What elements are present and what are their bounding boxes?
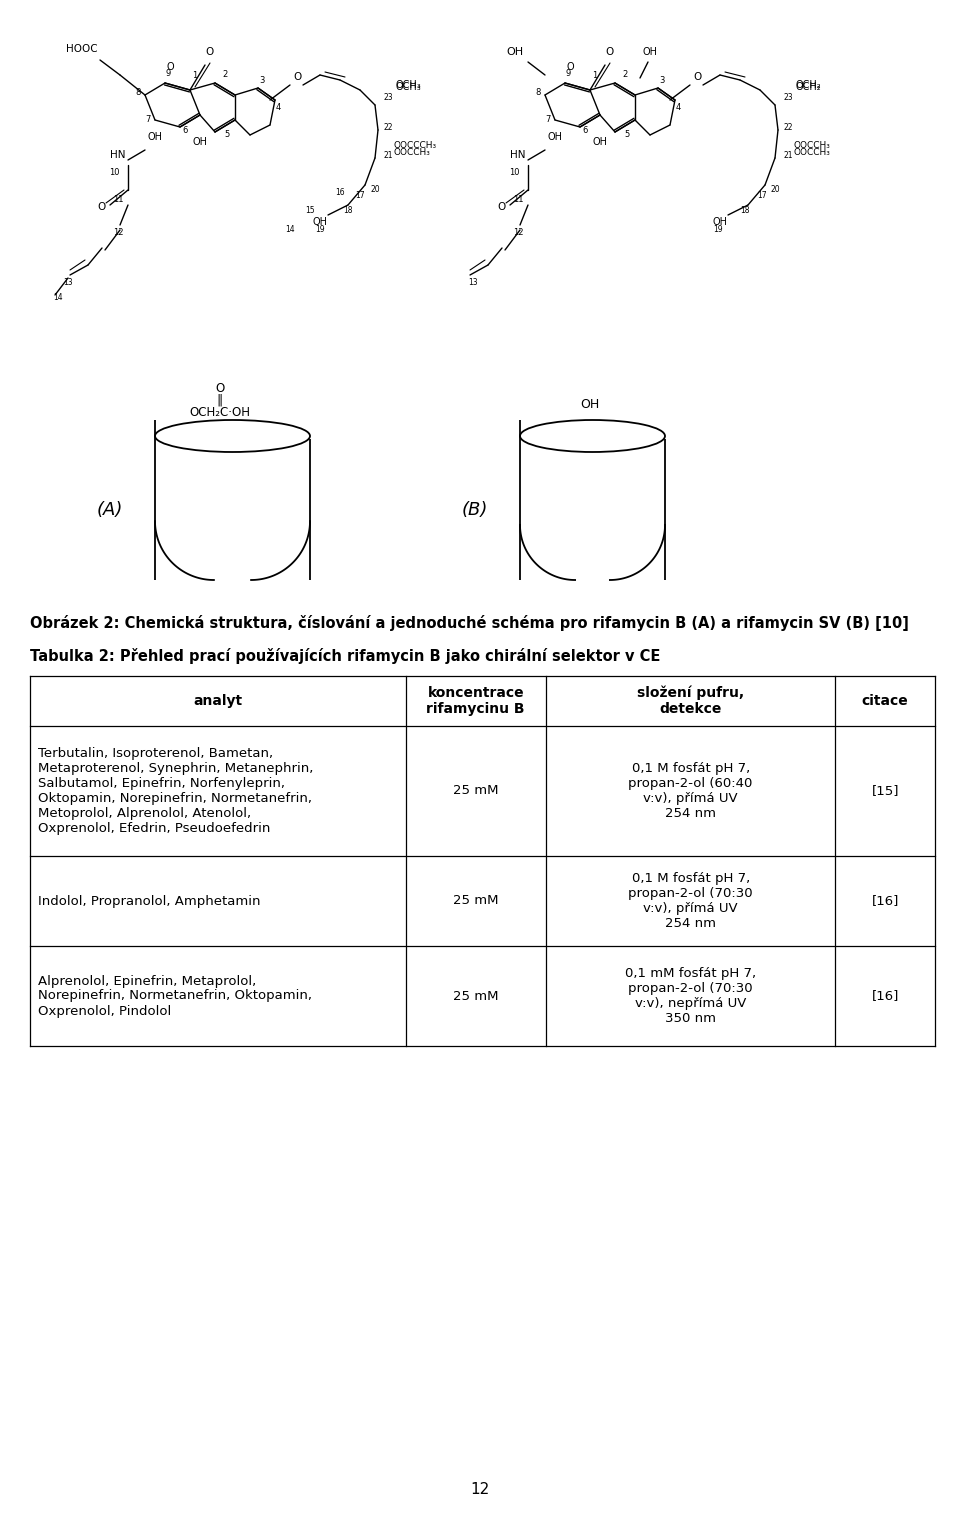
Text: 1: 1 xyxy=(192,71,198,80)
Text: OCH₂C·OH: OCH₂C·OH xyxy=(189,407,251,419)
Text: O: O xyxy=(215,382,225,394)
Text: 21: 21 xyxy=(383,150,393,160)
Text: OH: OH xyxy=(507,48,523,57)
Text: 18: 18 xyxy=(344,206,352,215)
Text: 6: 6 xyxy=(182,126,188,135)
Text: 9: 9 xyxy=(165,69,171,78)
Text: 4: 4 xyxy=(676,103,681,112)
Text: OCH₃: OCH₃ xyxy=(395,80,420,91)
Text: 13: 13 xyxy=(63,278,73,287)
Text: O: O xyxy=(166,61,174,72)
Text: 15: 15 xyxy=(305,206,315,215)
Text: analyt: analyt xyxy=(193,693,242,709)
Text: O: O xyxy=(98,202,107,212)
Text: 5: 5 xyxy=(624,130,630,140)
Text: 20: 20 xyxy=(770,186,780,193)
Text: 10: 10 xyxy=(509,169,519,176)
Text: O: O xyxy=(693,72,701,81)
Text: 2: 2 xyxy=(223,71,228,78)
Text: 12: 12 xyxy=(112,229,123,236)
Text: 7: 7 xyxy=(545,115,551,124)
Text: 8: 8 xyxy=(536,87,540,97)
Text: 23: 23 xyxy=(383,94,393,101)
Text: 1: 1 xyxy=(592,71,598,80)
Text: 8: 8 xyxy=(135,87,141,97)
Text: 17: 17 xyxy=(757,192,767,199)
Text: OCH₃: OCH₃ xyxy=(395,81,420,92)
Text: OH: OH xyxy=(581,399,600,411)
Text: 19: 19 xyxy=(713,225,723,235)
Text: 12: 12 xyxy=(513,229,523,236)
Text: 0,1 mM fosfát pH 7,
propan-2-ol (70:30
v:v), nepřímá UV
350 nm: 0,1 mM fosfát pH 7, propan-2-ol (70:30 v… xyxy=(625,966,756,1025)
Text: 22: 22 xyxy=(383,123,393,132)
Text: 23: 23 xyxy=(783,94,793,101)
Text: HN: HN xyxy=(110,150,126,160)
Text: [16]: [16] xyxy=(872,894,899,908)
Text: 21: 21 xyxy=(783,150,793,160)
Text: OOCCH₃: OOCCH₃ xyxy=(393,147,430,156)
Text: OOCCH₃: OOCCH₃ xyxy=(793,147,829,156)
Text: 11: 11 xyxy=(112,195,123,204)
Text: [15]: [15] xyxy=(872,784,899,798)
Text: složení pufru,
detekce: složení pufru, detekce xyxy=(637,686,744,716)
Text: OH: OH xyxy=(642,48,658,57)
Text: O: O xyxy=(498,202,506,212)
Text: 10: 10 xyxy=(108,169,119,176)
Text: (A): (A) xyxy=(97,502,123,518)
Text: 0,1 M fosfát pH 7,
propan-2-ol (60:40
v:v), přímá UV
254 nm: 0,1 M fosfát pH 7, propan-2-ol (60:40 v:… xyxy=(629,762,753,821)
Text: OH: OH xyxy=(313,216,327,227)
Text: OH: OH xyxy=(193,137,207,147)
Text: 5: 5 xyxy=(225,130,229,140)
Text: OH: OH xyxy=(592,137,608,147)
Text: Indolol, Propranolol, Amphetamin: Indolol, Propranolol, Amphetamin xyxy=(38,894,260,908)
Text: 17: 17 xyxy=(355,192,365,199)
Text: O: O xyxy=(566,61,574,72)
Text: OOCCCH₃: OOCCCH₃ xyxy=(393,141,436,150)
Text: citace: citace xyxy=(862,693,908,709)
Text: 14: 14 xyxy=(53,293,62,302)
Text: O: O xyxy=(606,48,614,57)
Text: 19: 19 xyxy=(315,225,324,235)
Text: 16: 16 xyxy=(335,189,345,196)
Text: 14: 14 xyxy=(285,225,295,235)
Text: [16]: [16] xyxy=(872,989,899,1003)
Text: Terbutalin, Isoproterenol, Bametan,
Metaproterenol, Synephrin, Metanephrin,
Salb: Terbutalin, Isoproterenol, Bametan, Meta… xyxy=(38,747,313,834)
Text: 25 mM: 25 mM xyxy=(453,989,498,1003)
Text: O: O xyxy=(293,72,301,81)
Text: 18: 18 xyxy=(740,206,750,215)
Text: 13: 13 xyxy=(468,278,478,287)
Text: Obrázek 2: Chemická struktura, číslování a jednoduché schéma pro rifamycin B (A): Obrázek 2: Chemická struktura, číslování… xyxy=(30,615,909,630)
Text: 3: 3 xyxy=(259,77,265,84)
Text: (B): (B) xyxy=(462,502,489,518)
Text: 25 mM: 25 mM xyxy=(453,894,498,908)
Text: Tabulka 2: Přehled prací používajících rifamycin B jako chirální selektor v CE: Tabulka 2: Přehled prací používajících r… xyxy=(30,647,660,664)
Text: HOOC: HOOC xyxy=(66,44,98,54)
Text: 2: 2 xyxy=(622,71,628,78)
Text: 7: 7 xyxy=(145,115,151,124)
Text: 0,1 M fosfát pH 7,
propan-2-ol (70:30
v:v), přímá UV
254 nm: 0,1 M fosfát pH 7, propan-2-ol (70:30 v:… xyxy=(629,871,753,930)
Text: HN: HN xyxy=(511,150,526,160)
Text: 25 mM: 25 mM xyxy=(453,784,498,798)
Text: 11: 11 xyxy=(513,195,523,204)
Text: koncentrace
rifamycinu B: koncentrace rifamycinu B xyxy=(426,686,525,716)
Text: O: O xyxy=(205,48,214,57)
Text: OH: OH xyxy=(148,132,162,143)
Text: OH: OH xyxy=(712,216,728,227)
Text: 9: 9 xyxy=(565,69,570,78)
Text: OH: OH xyxy=(547,132,563,143)
Text: 20: 20 xyxy=(371,186,380,193)
Text: 4: 4 xyxy=(276,103,280,112)
Text: OCH₂: OCH₂ xyxy=(795,81,821,92)
Text: 12: 12 xyxy=(470,1482,490,1497)
Text: 6: 6 xyxy=(583,126,588,135)
Text: 22: 22 xyxy=(783,123,793,132)
Text: OCH₂: OCH₂ xyxy=(795,80,821,91)
Text: ‖: ‖ xyxy=(217,394,223,407)
Text: 3: 3 xyxy=(660,77,664,84)
Text: OOCCH₃: OOCCH₃ xyxy=(793,141,829,150)
Text: Alprenolol, Epinefrin, Metaprolol,
Norepinefrin, Normetanefrin, Oktopamin,
Oxpre: Alprenolol, Epinefrin, Metaprolol, Norep… xyxy=(38,974,312,1017)
